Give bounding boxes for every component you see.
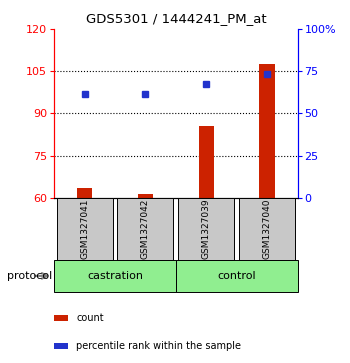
Text: percentile rank within the sample: percentile rank within the sample	[76, 340, 241, 351]
Bar	[176, 260, 298, 292]
Bar	[199, 126, 214, 198]
Bar	[239, 198, 295, 260]
Bar	[77, 188, 92, 198]
Bar	[138, 195, 153, 198]
Title: GDS5301 / 1444241_PM_at: GDS5301 / 1444241_PM_at	[85, 12, 266, 25]
Text: protocol: protocol	[7, 271, 52, 281]
Bar	[57, 198, 113, 260]
Bar	[54, 343, 68, 348]
Text: GSM1327039: GSM1327039	[202, 198, 211, 259]
Bar	[54, 260, 176, 292]
Bar	[54, 315, 68, 321]
Text: GSM1327041: GSM1327041	[80, 199, 89, 259]
Text: GSM1327040: GSM1327040	[262, 199, 272, 259]
Text: count: count	[76, 313, 104, 323]
Text: castration: castration	[87, 271, 143, 281]
Text: GSM1327042: GSM1327042	[141, 199, 150, 259]
Bar	[178, 198, 234, 260]
Bar	[259, 64, 275, 198]
Text: control: control	[217, 271, 256, 281]
Bar	[118, 198, 174, 260]
